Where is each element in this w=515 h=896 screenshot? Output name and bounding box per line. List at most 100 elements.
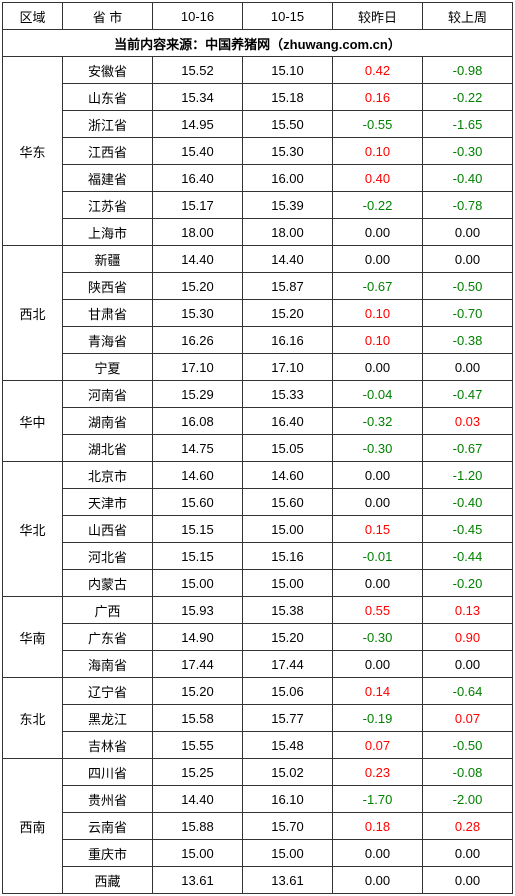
region-cell: 华东 [3,57,63,246]
province-cell: 山西省 [63,516,153,543]
table-row: 华中河南省15.2915.33-0.04-0.47 [3,381,513,408]
province-cell: 北京市 [63,462,153,489]
table-row: 黑龙江15.5815.77-0.190.07 [3,705,513,732]
delta-day: -0.01 [333,543,423,570]
table-row: 重庆市15.0015.000.000.00 [3,840,513,867]
value-1016: 16.40 [153,165,243,192]
delta-day: 0.00 [333,651,423,678]
delta-week: 0.00 [423,219,513,246]
delta-day: -0.55 [333,111,423,138]
delta-day: 0.42 [333,57,423,84]
table-row: 山西省15.1515.000.15-0.45 [3,516,513,543]
value-1016: 14.60 [153,462,243,489]
province-cell: 广东省 [63,624,153,651]
value-1015: 16.10 [243,786,333,813]
delta-week: -0.50 [423,732,513,759]
province-cell: 辽宁省 [63,678,153,705]
value-1015: 15.05 [243,435,333,462]
value-1016: 15.40 [153,138,243,165]
delta-week: -0.45 [423,516,513,543]
value-1016: 14.95 [153,111,243,138]
value-1016: 18.00 [153,219,243,246]
delta-week: 0.28 [423,813,513,840]
value-1015: 15.02 [243,759,333,786]
province-cell: 吉林省 [63,732,153,759]
region-cell: 华中 [3,381,63,462]
value-1015: 15.77 [243,705,333,732]
value-1016: 14.40 [153,246,243,273]
value-1015: 15.00 [243,840,333,867]
value-1016: 16.08 [153,408,243,435]
value-1015: 15.50 [243,111,333,138]
province-cell: 四川省 [63,759,153,786]
header-cell-0: 区域 [3,3,63,30]
table-row: 华东安徽省15.5215.100.42-0.98 [3,57,513,84]
delta-day: -0.30 [333,624,423,651]
table-row: 西藏13.6113.610.000.00 [3,867,513,894]
value-1015: 17.44 [243,651,333,678]
header-cell-3: 10-15 [243,3,333,30]
province-cell: 江西省 [63,138,153,165]
value-1015: 15.30 [243,138,333,165]
province-cell: 河北省 [63,543,153,570]
delta-week: 0.00 [423,867,513,894]
table-row: 浙江省14.9515.50-0.55-1.65 [3,111,513,138]
value-1016: 15.29 [153,381,243,408]
value-1015: 16.16 [243,327,333,354]
region-cell: 西南 [3,759,63,894]
value-1015: 15.06 [243,678,333,705]
value-1016: 15.58 [153,705,243,732]
province-cell: 甘肃省 [63,300,153,327]
delta-day: -1.70 [333,786,423,813]
delta-week: -0.20 [423,570,513,597]
table-row: 广东省14.9015.20-0.300.90 [3,624,513,651]
source-cell: 当前内容来源：中国养猪网（zhuwang.com.cn） [3,30,513,57]
delta-day: 0.18 [333,813,423,840]
value-1016: 17.44 [153,651,243,678]
province-cell: 贵州省 [63,786,153,813]
province-cell: 江苏省 [63,192,153,219]
value-1016: 15.15 [153,516,243,543]
price-table: 区域省 市10-1610-15较昨日较上周 当前内容来源：中国养猪网（zhuwa… [2,2,513,894]
province-cell: 上海市 [63,219,153,246]
value-1016: 15.20 [153,273,243,300]
delta-week: -0.08 [423,759,513,786]
delta-day: 0.40 [333,165,423,192]
delta-day: 0.10 [333,300,423,327]
delta-day: 0.07 [333,732,423,759]
value-1016: 15.25 [153,759,243,786]
delta-week: 0.90 [423,624,513,651]
delta-week: -0.40 [423,165,513,192]
source-row: 当前内容来源：中国养猪网（zhuwang.com.cn） [3,30,513,57]
delta-day: 0.00 [333,867,423,894]
value-1015: 14.60 [243,462,333,489]
value-1015: 15.33 [243,381,333,408]
delta-day: 0.00 [333,246,423,273]
table-row: 陕西省15.2015.87-0.67-0.50 [3,273,513,300]
value-1015: 17.10 [243,354,333,381]
table-row: 河北省15.1515.16-0.01-0.44 [3,543,513,570]
delta-week: 0.03 [423,408,513,435]
province-cell: 宁夏 [63,354,153,381]
delta-day: 0.55 [333,597,423,624]
province-cell: 新疆 [63,246,153,273]
delta-week: -1.20 [423,462,513,489]
table-row: 贵州省14.4016.10-1.70-2.00 [3,786,513,813]
delta-week: 0.07 [423,705,513,732]
region-cell: 西北 [3,246,63,381]
table-row: 华南广西15.9315.380.550.13 [3,597,513,624]
value-1015: 15.18 [243,84,333,111]
value-1015: 15.20 [243,300,333,327]
value-1016: 15.30 [153,300,243,327]
delta-week: -1.65 [423,111,513,138]
delta-day: -0.04 [333,381,423,408]
value-1016: 14.75 [153,435,243,462]
region-cell: 华南 [3,597,63,678]
value-1015: 15.20 [243,624,333,651]
province-cell: 湖南省 [63,408,153,435]
province-cell: 福建省 [63,165,153,192]
table-row: 吉林省15.5515.480.07-0.50 [3,732,513,759]
delta-day: 0.23 [333,759,423,786]
delta-week: -0.22 [423,84,513,111]
value-1015: 15.10 [243,57,333,84]
